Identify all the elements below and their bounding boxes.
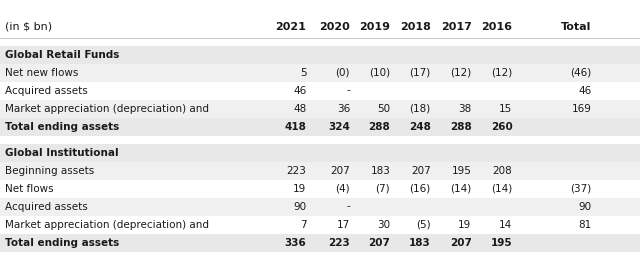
Text: (17): (17): [410, 68, 431, 77]
Text: (12): (12): [451, 68, 472, 77]
Text: 19: 19: [293, 183, 307, 194]
Bar: [0, 45, 640, 64]
Text: 2019: 2019: [359, 22, 390, 32]
Text: 50: 50: [377, 104, 390, 113]
Text: Acquired assets: Acquired assets: [5, 85, 88, 96]
Text: 36: 36: [337, 104, 350, 113]
Text: 183: 183: [371, 166, 390, 175]
Text: Market appreciation (depreciation) and: Market appreciation (depreciation) and: [5, 219, 209, 230]
Text: Global Retail Funds: Global Retail Funds: [5, 49, 120, 60]
Text: (18): (18): [410, 104, 431, 113]
Bar: [0, 15, 640, 37]
Bar: [0, 64, 640, 81]
Text: Total ending assets: Total ending assets: [5, 238, 120, 248]
Text: 5: 5: [300, 68, 307, 77]
Bar: [0, 37, 640, 45]
Text: 183: 183: [409, 238, 431, 248]
Text: 90: 90: [578, 202, 591, 211]
Bar: [0, 179, 640, 198]
Text: 2021: 2021: [276, 22, 307, 32]
Text: -: -: [346, 85, 350, 96]
Text: Net flows: Net flows: [5, 183, 54, 194]
Text: 14: 14: [499, 219, 513, 230]
Text: 195: 195: [491, 238, 513, 248]
Text: 260: 260: [491, 121, 513, 132]
Text: 223: 223: [328, 238, 350, 248]
Text: (12): (12): [492, 68, 513, 77]
Text: (14): (14): [451, 183, 472, 194]
Text: 336: 336: [285, 238, 307, 248]
Bar: [0, 234, 640, 252]
Text: 288: 288: [450, 121, 472, 132]
Text: (5): (5): [416, 219, 431, 230]
Text: 30: 30: [377, 219, 390, 230]
Text: 207: 207: [330, 166, 350, 175]
Bar: [0, 143, 640, 162]
Text: 418: 418: [285, 121, 307, 132]
Text: 324: 324: [328, 121, 350, 132]
Text: 2016: 2016: [481, 22, 513, 32]
Text: Market appreciation (depreciation) and: Market appreciation (depreciation) and: [5, 104, 209, 113]
Text: (0): (0): [335, 68, 350, 77]
Text: -: -: [346, 202, 350, 211]
Text: 46: 46: [578, 85, 591, 96]
Text: 207: 207: [411, 166, 431, 175]
Text: 248: 248: [409, 121, 431, 132]
Text: (16): (16): [410, 183, 431, 194]
Text: 2018: 2018: [400, 22, 431, 32]
Text: (14): (14): [492, 183, 513, 194]
Text: (10): (10): [369, 68, 390, 77]
Bar: [0, 81, 640, 100]
Text: 288: 288: [369, 121, 390, 132]
Text: 46: 46: [293, 85, 307, 96]
Text: 169: 169: [572, 104, 591, 113]
Text: 207: 207: [450, 238, 472, 248]
Text: 208: 208: [493, 166, 513, 175]
Text: 223: 223: [287, 166, 307, 175]
Text: 7: 7: [300, 219, 307, 230]
Text: (4): (4): [335, 183, 350, 194]
Text: Acquired assets: Acquired assets: [5, 202, 88, 211]
Text: Net new flows: Net new flows: [5, 68, 79, 77]
Bar: [0, 198, 640, 215]
Bar: [0, 162, 640, 179]
Text: (in $ bn): (in $ bn): [5, 22, 52, 32]
Text: 38: 38: [458, 104, 472, 113]
Text: Total: Total: [561, 22, 591, 32]
Text: 15: 15: [499, 104, 513, 113]
Bar: [0, 117, 640, 135]
Text: 81: 81: [578, 219, 591, 230]
Text: (7): (7): [376, 183, 390, 194]
Bar: [0, 100, 640, 117]
Text: 2017: 2017: [441, 22, 472, 32]
Bar: [0, 135, 640, 143]
Text: 19: 19: [458, 219, 472, 230]
Text: 48: 48: [293, 104, 307, 113]
Text: 90: 90: [293, 202, 307, 211]
Text: Global Institutional: Global Institutional: [5, 147, 119, 158]
Text: Beginning assets: Beginning assets: [5, 166, 94, 175]
Bar: [0, 215, 640, 234]
Text: 195: 195: [452, 166, 472, 175]
Text: (46): (46): [570, 68, 591, 77]
Text: 2020: 2020: [319, 22, 350, 32]
Text: (37): (37): [570, 183, 591, 194]
Text: Total ending assets: Total ending assets: [5, 121, 120, 132]
Text: 17: 17: [337, 219, 350, 230]
Text: 207: 207: [369, 238, 390, 248]
